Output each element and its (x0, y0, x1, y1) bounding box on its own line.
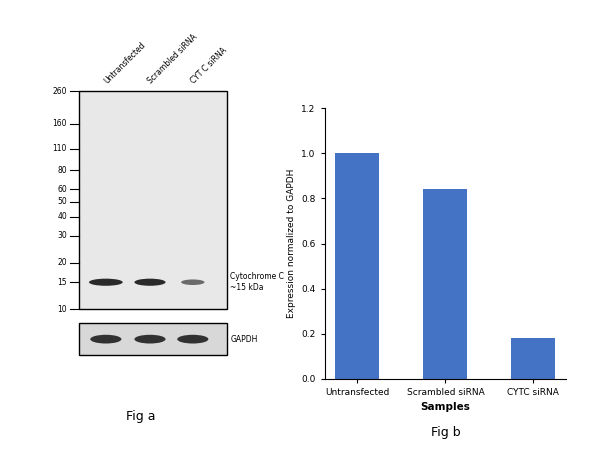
Text: GAPDH: GAPDH (231, 335, 258, 344)
Text: 10: 10 (57, 305, 67, 314)
Text: 30: 30 (57, 231, 67, 240)
Ellipse shape (89, 279, 123, 286)
Text: 60: 60 (57, 185, 67, 194)
Text: 260: 260 (53, 87, 67, 96)
Ellipse shape (177, 335, 208, 344)
Ellipse shape (135, 279, 166, 286)
Ellipse shape (135, 335, 166, 344)
Ellipse shape (90, 335, 122, 344)
Text: Fig a: Fig a (126, 410, 156, 423)
X-axis label: Samples: Samples (421, 402, 470, 412)
Bar (336, 153, 379, 379)
Text: 15: 15 (57, 278, 67, 287)
Text: 110: 110 (53, 144, 67, 153)
Text: Fig b: Fig b (431, 427, 460, 439)
Text: 40: 40 (57, 212, 67, 221)
Text: Cytochrome C
~15 kDa: Cytochrome C ~15 kDa (231, 272, 284, 292)
Text: Scrambled siRNA: Scrambled siRNA (146, 32, 199, 85)
Text: 80: 80 (57, 166, 67, 175)
FancyBboxPatch shape (78, 323, 227, 355)
Text: 20: 20 (57, 258, 67, 267)
Text: CYT C siRNA: CYT C siRNA (189, 46, 229, 85)
Ellipse shape (181, 280, 205, 285)
FancyBboxPatch shape (78, 91, 227, 309)
Text: 50: 50 (57, 197, 67, 206)
Text: 160: 160 (53, 119, 67, 128)
Bar (424, 189, 467, 379)
Text: Untransfected: Untransfected (102, 40, 147, 85)
Bar (512, 338, 555, 379)
Y-axis label: Expression normalized to GAPDH: Expression normalized to GAPDH (287, 169, 296, 318)
